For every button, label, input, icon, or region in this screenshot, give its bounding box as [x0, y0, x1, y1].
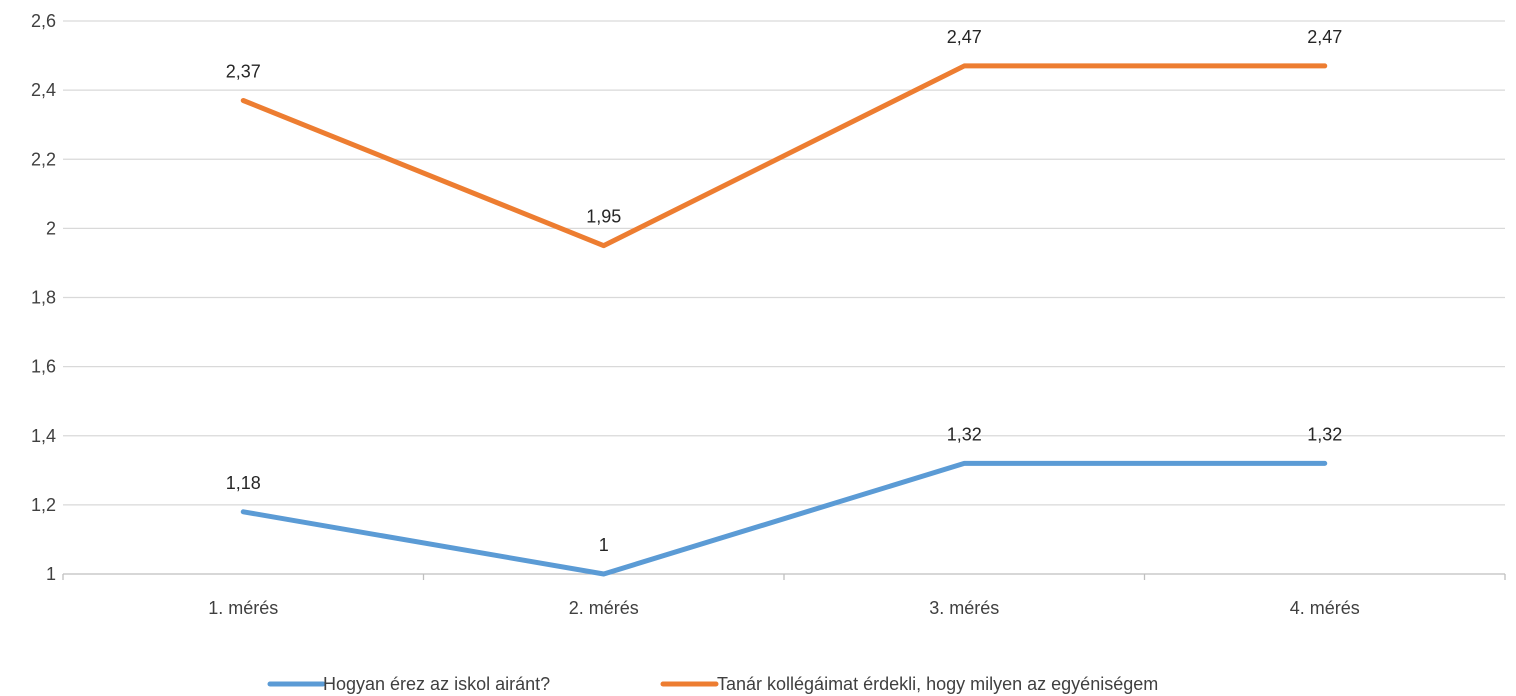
- data-label: 1,32: [1307, 424, 1342, 444]
- y-tick-label: 2: [46, 218, 56, 238]
- x-tick-label: 2. mérés: [569, 598, 639, 618]
- data-label: 1,18: [226, 473, 261, 493]
- y-tick-label: 1,4: [31, 426, 56, 446]
- series-line-2: [240, 63, 1328, 249]
- series-line-1: [240, 460, 1328, 577]
- data-label: 1,95: [586, 207, 621, 227]
- data-label: 2,47: [1307, 27, 1342, 47]
- y-tick-label: 2,2: [31, 149, 56, 169]
- y-tick-label: 1: [46, 564, 56, 584]
- y-tick-label: 1,6: [31, 357, 56, 377]
- y-tick-label: 2,6: [31, 11, 56, 31]
- data-label: 2,47: [947, 27, 982, 47]
- y-tick-label: 1,2: [31, 495, 56, 515]
- legend-label: Hogyan érez az iskol airánt?: [323, 674, 550, 694]
- data-label: 2,37: [226, 61, 261, 81]
- legend-label: Tanár kollégáimat érdekli, hogy milyen a…: [717, 674, 1158, 694]
- y-tick-label: 2,4: [31, 80, 56, 100]
- y-tick-label: 1,8: [31, 288, 56, 308]
- x-tick-label: 1. mérés: [208, 598, 278, 618]
- data-label: 1: [599, 535, 609, 555]
- data-label: 1,32: [947, 424, 982, 444]
- x-tick-label: 3. mérés: [929, 598, 999, 618]
- x-tick-label: 4. mérés: [1290, 598, 1360, 618]
